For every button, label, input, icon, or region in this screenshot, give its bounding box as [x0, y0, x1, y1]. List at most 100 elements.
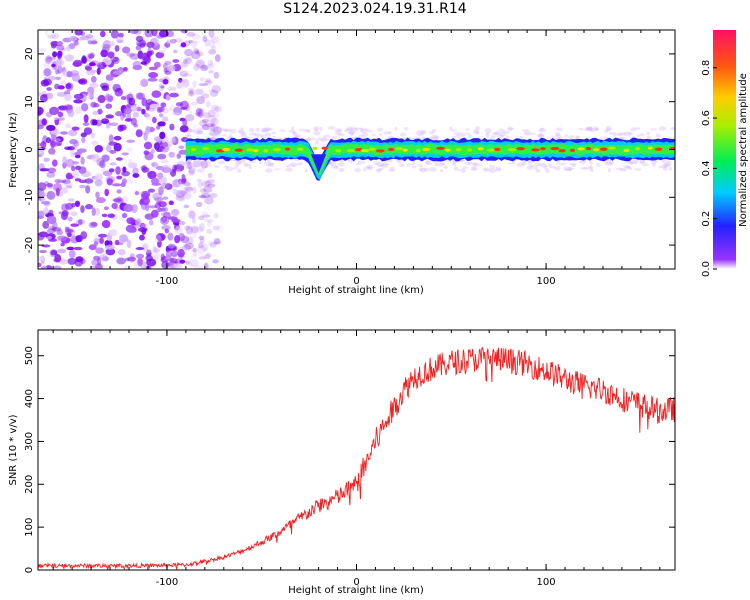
noise-blob — [52, 51, 58, 58]
carrier-halo — [279, 129, 286, 132]
noise-blob — [202, 118, 209, 124]
noise-blob — [158, 82, 165, 92]
noise-blob — [95, 191, 100, 199]
carrier-halo — [367, 166, 374, 171]
carrier-halo — [623, 131, 631, 137]
carrier-halo — [429, 167, 437, 172]
noise-blob — [75, 106, 83, 115]
noise-blob — [80, 231, 88, 240]
noise-blob — [213, 106, 222, 112]
noise-blob — [129, 30, 139, 34]
noise-blob — [192, 160, 203, 168]
noise-blob — [39, 249, 47, 254]
carrier-hotspot — [540, 147, 546, 151]
noise-blob — [165, 94, 171, 101]
noise-blob — [55, 187, 60, 197]
carrier-halo — [645, 131, 650, 136]
noise-blob — [186, 173, 193, 177]
carrier-halo — [425, 160, 430, 165]
carrier-halo — [258, 160, 263, 165]
carrier-halo — [302, 128, 310, 133]
colorbar-tick-label: 0.2 — [701, 211, 712, 227]
carrier-halo — [334, 131, 343, 136]
carrier-halo — [193, 129, 202, 135]
carrier-halo — [293, 134, 302, 137]
noise-blob — [160, 160, 169, 164]
carrier-halo — [507, 126, 513, 131]
carrier-halo — [349, 133, 354, 136]
noise-blob — [146, 50, 153, 58]
noise-blob — [201, 160, 212, 168]
noise-blob — [73, 93, 84, 100]
noise-blob — [198, 235, 205, 240]
noise-blob — [192, 48, 200, 55]
carrier-halo — [658, 165, 666, 169]
noise-blob — [213, 241, 223, 245]
carrier-halo — [238, 130, 246, 134]
carrier-halo — [471, 162, 479, 165]
noise-blob — [67, 146, 75, 151]
noise-blob — [146, 41, 155, 48]
noise-blob — [210, 117, 219, 126]
spectrogram-ytick-label: 20 — [24, 48, 35, 61]
noise-blob — [51, 227, 62, 232]
noise-blob — [204, 218, 214, 223]
noise-blob — [126, 52, 136, 57]
carrier-halo — [589, 166, 594, 171]
noise-blob — [174, 235, 181, 244]
noise-blob — [184, 225, 191, 231]
noise-blob — [119, 234, 129, 243]
carrier-halo — [603, 129, 609, 133]
carrier-halo — [524, 132, 531, 136]
noise-blob — [47, 167, 57, 174]
carrier-hotspot — [436, 146, 445, 150]
carrier-halo — [388, 130, 392, 135]
noise-blob — [184, 191, 192, 200]
carrier-halo — [255, 127, 260, 133]
noise-blob — [61, 210, 69, 217]
carrier-halo — [296, 162, 304, 166]
noise-blob — [65, 185, 73, 189]
noise-blob — [169, 123, 175, 131]
spectrogram-ytick-label: 0 — [24, 146, 35, 152]
noise-blob — [185, 160, 191, 170]
noise-blob — [61, 179, 71, 185]
noise-blob — [113, 70, 123, 75]
carrier-hotspot — [335, 149, 342, 153]
noise-blob — [143, 249, 153, 254]
noise-blob — [101, 118, 110, 124]
carrier-halo — [538, 128, 547, 133]
carrier-halo — [420, 167, 427, 173]
noise-blob — [46, 228, 56, 234]
noise-blob — [55, 58, 65, 68]
noise-blob — [208, 30, 215, 38]
noise-blob — [145, 102, 151, 111]
noise-blob — [124, 118, 133, 122]
carrier-halo — [321, 136, 328, 141]
noise-blob — [168, 104, 176, 112]
carrier-halo — [625, 165, 631, 169]
noise-blob — [189, 258, 199, 267]
carrier-halo — [249, 132, 257, 136]
colorbar: 0.0 0.2 0.4 0.6 0.8 Normalized spectral ampl… — [701, 30, 749, 277]
carrier-halo — [235, 160, 241, 163]
carrier-halo — [571, 163, 577, 167]
noise-blob — [188, 210, 196, 219]
carrier-halo — [650, 128, 658, 131]
carrier-halo — [539, 133, 545, 139]
noise-blob — [207, 59, 214, 66]
noise-blob — [149, 128, 154, 132]
noise-blob — [162, 142, 169, 148]
noise-blob — [88, 53, 95, 59]
noise-blob — [88, 62, 96, 67]
carrier-halo — [593, 126, 598, 132]
carrier-halo — [434, 161, 439, 167]
spectrogram-ytick-label: -10 — [24, 189, 35, 205]
noise-blob — [83, 114, 89, 123]
carrier-halo — [498, 128, 505, 133]
carrier-halo — [196, 131, 203, 135]
carrier-halo — [327, 126, 336, 130]
noise-blob — [150, 177, 160, 185]
noise-blob — [147, 77, 158, 82]
